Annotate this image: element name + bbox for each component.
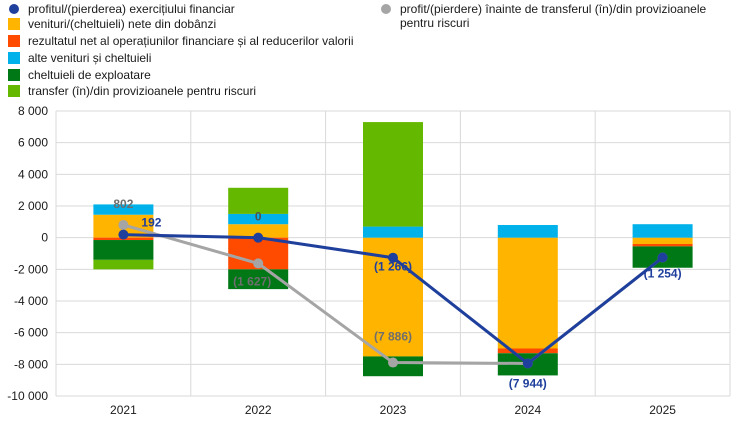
x-tick-label: 2024 (514, 403, 541, 417)
data-label: (1 627) (233, 274, 271, 288)
data-label: 192 (141, 216, 161, 230)
series-point (118, 219, 129, 230)
y-tick-label: 8 000 (18, 104, 48, 118)
y-tick-label: 0 (41, 231, 48, 245)
legend-swatch-icon (8, 35, 20, 47)
y-tick-label: -10 000 (7, 389, 48, 403)
data-label: (1 266) (374, 260, 412, 274)
bar-segment (93, 240, 154, 260)
series-point (388, 357, 398, 368)
bar-segment (497, 225, 558, 238)
bar-segment (363, 226, 423, 238)
y-tick-label: -4 000 (14, 294, 48, 308)
legend-swatch-icon (8, 18, 20, 30)
bar-segment (363, 122, 423, 227)
legend-label: rezultatul net al operațiunilor financia… (28, 34, 354, 48)
x-tick-label: 2022 (245, 403, 272, 417)
legend-label: cheltuieli de exploatare (28, 68, 151, 82)
series-point (118, 229, 129, 240)
y-tick-label: -8 000 (14, 357, 48, 371)
y-tick-label: 2 000 (18, 199, 48, 213)
data-label: (7 944) (509, 376, 547, 390)
bar-segment (632, 224, 693, 238)
y-tick-label: 6 000 (18, 136, 48, 150)
legend-label: venituri/(cheltuieli) nete din dobânzi (28, 17, 217, 31)
series-point (657, 252, 668, 263)
bar-segment (632, 244, 693, 247)
legend-label: transfer (în)/din provizioanele pentru r… (28, 84, 257, 98)
legend-swatch-icon (8, 85, 20, 97)
bar-segment (228, 224, 289, 238)
series-point (253, 232, 264, 243)
series-point (522, 358, 533, 369)
y-tick-label: 4 000 (18, 167, 48, 181)
legend-label: profitul/(pierderea) exercițiului financ… (28, 2, 235, 16)
legend-dot-icon (9, 4, 19, 14)
data-label: (1 254) (644, 267, 682, 281)
bar-segment (497, 237, 558, 349)
legend-swatch-icon (8, 69, 20, 81)
x-tick-label: 2021 (110, 403, 137, 417)
bar-segment (228, 213, 289, 225)
x-tick-label: 2023 (380, 403, 407, 417)
bar-segment (93, 204, 154, 215)
legend-dot-icon (381, 4, 391, 14)
bar-segment (228, 187, 289, 214)
legend-label: profit/(pierdere) înainte de transferul … (400, 2, 707, 30)
data-label: (7 886) (374, 330, 412, 344)
bar-segment (497, 348, 558, 354)
data-label: 0 (255, 210, 262, 224)
bar-segment (93, 259, 154, 270)
data-label: 802 (113, 197, 133, 211)
bar-segment (632, 237, 693, 244)
legend-swatch-icon (8, 52, 20, 64)
y-tick-label: -6 000 (14, 326, 48, 340)
series-point (253, 258, 264, 269)
x-tick-label: 2025 (649, 403, 676, 417)
series-point (388, 252, 398, 263)
legend-label: alte venituri și cheltuieli (28, 51, 152, 65)
y-tick-label: -2 000 (14, 262, 48, 276)
